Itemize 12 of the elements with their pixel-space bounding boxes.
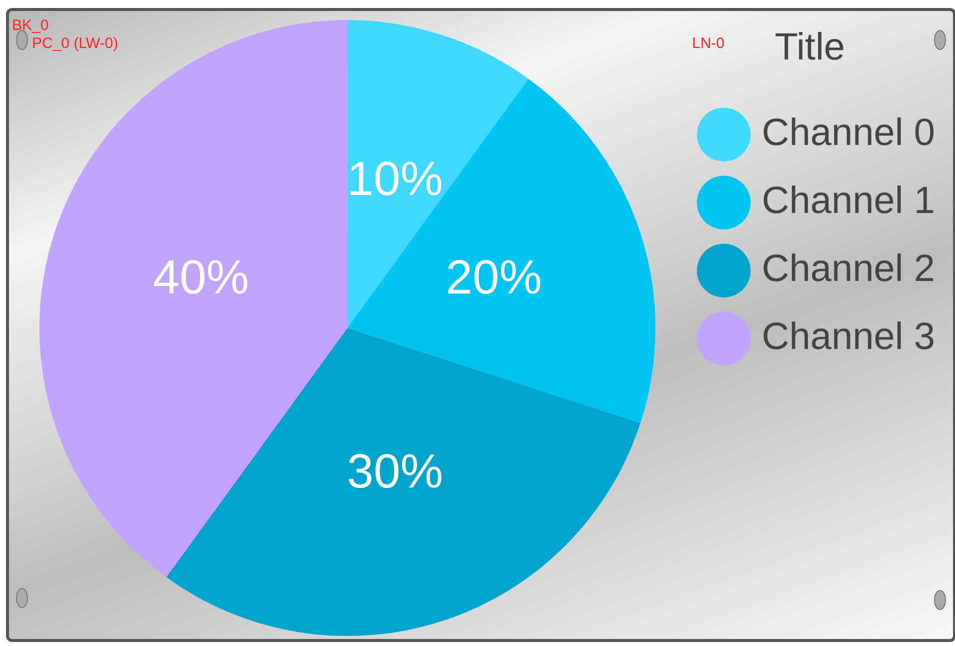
- data-label: 40%: [152, 252, 249, 305]
- legend-title: Title: [774, 26, 846, 68]
- data-label: 20%: [446, 252, 542, 305]
- data-label: 10%: [346, 152, 444, 206]
- text: BK_0: [12, 17, 49, 34]
- legend-label: Channel 2: [762, 248, 936, 290]
- legend-label: Channel 1: [762, 180, 936, 222]
- text: LN-0: [692, 35, 725, 52]
- legend-label: Channel 3: [762, 316, 936, 358]
- legend-label: Channel 0: [762, 112, 936, 154]
- text: PC_0 (LW-0): [32, 35, 118, 52]
- data-label: 30%: [346, 446, 444, 499]
